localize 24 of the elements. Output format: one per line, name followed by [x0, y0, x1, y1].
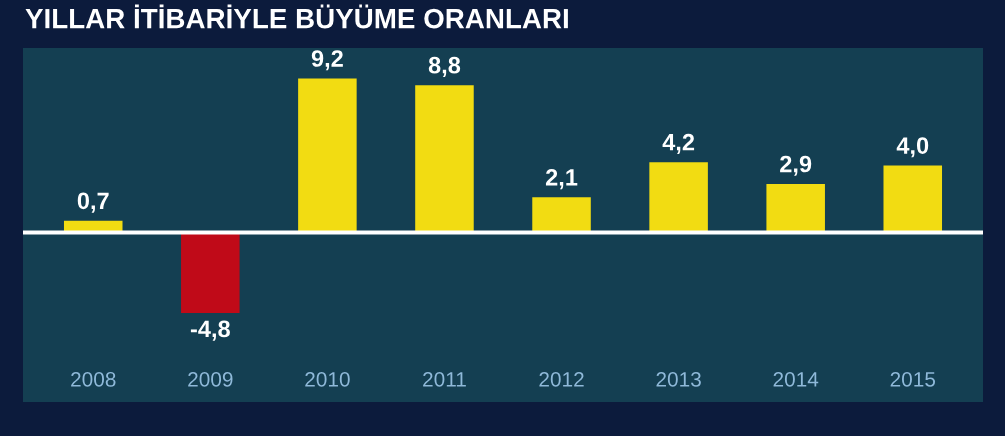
- x-tick-label: 2011: [423, 371, 466, 387]
- bar: [649, 162, 708, 233]
- bar: [766, 183, 825, 233]
- data-label: 4,0: [896, 137, 929, 158]
- data-label: 2,1: [545, 169, 578, 190]
- x-tick-label: 2013: [656, 371, 701, 387]
- bar: [415, 85, 474, 233]
- data-label: 4,2: [662, 133, 695, 155]
- x-tick-label: 2014: [773, 371, 819, 387]
- x-tick-label: 2010: [305, 371, 350, 387]
- data-label: -4,8: [190, 320, 230, 341]
- bar: [883, 165, 943, 233]
- x-tick-label: 2015: [890, 371, 936, 387]
- x-tick-label: 2008: [71, 371, 116, 387]
- data-label: 2,9: [780, 155, 812, 176]
- chart-title: YILLAR İTİBARİYLE BÜYÜME ORANLARI: [25, 4, 568, 29]
- x-tick-label: 2012: [539, 371, 584, 387]
- bar: [181, 232, 240, 313]
- data-label: 9,2: [311, 50, 343, 71]
- bar: [532, 197, 591, 233]
- x-tick-label: 2009: [188, 371, 233, 387]
- bar: [298, 78, 357, 233]
- data-label: 0,7: [77, 192, 109, 213]
- data-label: 8,8: [428, 56, 461, 77]
